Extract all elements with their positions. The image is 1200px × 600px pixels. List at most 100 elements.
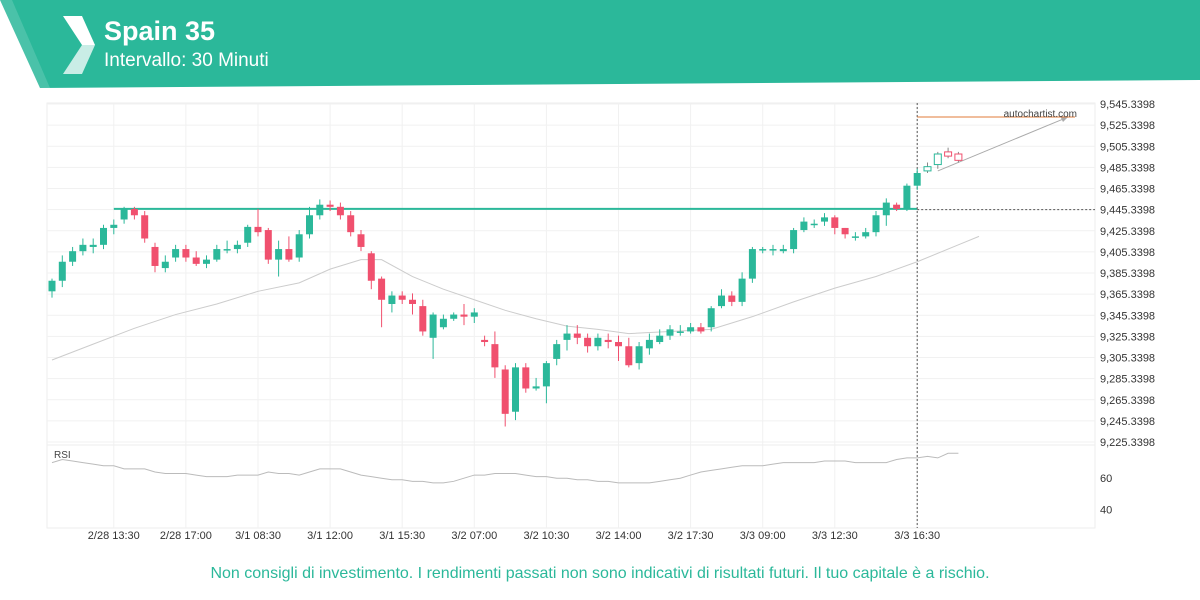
candle-body (501, 369, 509, 414)
candle-body (563, 333, 571, 340)
candle-body (851, 236, 859, 238)
candle-body (821, 217, 828, 222)
candle-body (491, 344, 499, 368)
candle-body (800, 221, 808, 231)
candles-layer (48, 147, 963, 427)
candle-body (831, 217, 839, 228)
y-tick-label: 9,505.3398 (1100, 141, 1155, 153)
candle-body (841, 227, 849, 235)
y-tick-label: 9,285.3398 (1100, 374, 1155, 386)
candle-body (542, 363, 550, 387)
y-tick-label: 9,345.3398 (1100, 310, 1155, 322)
candle-body (759, 249, 767, 251)
candle-body (882, 202, 890, 216)
rsi-line (51, 452, 959, 484)
candle-body (110, 224, 118, 228)
candle-body (439, 318, 447, 328)
candle-body (450, 314, 458, 319)
candle-body (728, 295, 736, 302)
candle-body (223, 249, 231, 251)
candle-body (687, 327, 695, 332)
page-subtitle: Intervallo: 30 Minuti (104, 50, 269, 71)
rsi-tick-label: 40 (1100, 504, 1112, 516)
candle-body (306, 215, 313, 235)
candle-body (893, 204, 901, 209)
candle-body (141, 215, 149, 239)
header-banner-corner (0, 0, 50, 88)
candle-body (357, 234, 365, 247)
y-tick-label: 9,445.3398 (1100, 205, 1155, 217)
header-banner-background (0, 0, 1200, 88)
moving-average-layer (51, 235, 980, 361)
candle-body (58, 261, 66, 281)
candle-body (718, 295, 725, 307)
candle-body (316, 204, 324, 216)
candle-body (254, 226, 262, 233)
page-title: Spain 35 (104, 16, 216, 46)
watermark-text: autochartist.com (1004, 109, 1077, 120)
x-tick-label: 3/2 14:00 (596, 530, 642, 542)
x-axis: 2/28 13:30 2/28 17:00 3/1 08:30 3/1 12:00 3/… (88, 530, 940, 542)
y-tick-label: 9,425.3398 (1100, 226, 1155, 238)
disclaimer-text: Non consigli di investimento. I rendimen… (210, 565, 990, 582)
y-tick-label: 9,225.3398 (1100, 437, 1155, 449)
x-tick-label: 3/1 08:30 (235, 530, 281, 542)
candle-body (615, 342, 622, 347)
candle-body (264, 230, 272, 260)
y-tick-label: 9,365.3398 (1100, 289, 1155, 301)
x-tick-label: 2/28 13:30 (88, 530, 140, 542)
candle-body (769, 249, 777, 251)
y-tick-label: 9,545.3398 (1100, 99, 1155, 111)
candle-body (779, 249, 787, 252)
candle-body (429, 314, 437, 338)
x-tick-label: 3/3 12:30 (812, 530, 858, 542)
candle-body (378, 278, 386, 300)
candle-body (203, 259, 210, 264)
y-tick-label: 9,525.3398 (1100, 120, 1155, 132)
candle-body (790, 230, 798, 250)
candle-body (398, 295, 406, 300)
moving-average-line (51, 235, 980, 361)
candle-body (192, 257, 200, 264)
y-tick-label: 9,265.3398 (1100, 395, 1155, 407)
candle-body (285, 249, 293, 260)
candle-body (738, 278, 746, 302)
candle-body (584, 337, 592, 347)
candle-body (872, 215, 880, 233)
candle-body (656, 335, 664, 343)
candle-body (161, 261, 169, 269)
y-tick-label: 9,325.3398 (1100, 331, 1155, 343)
level-layer (113, 103, 1095, 528)
candle-body (707, 308, 715, 328)
candle-body (532, 386, 540, 389)
header-banner (0, 0, 1200, 88)
candle-body (625, 346, 633, 366)
candle-body (388, 295, 396, 304)
candle-body (470, 312, 478, 317)
candle-body (810, 223, 818, 226)
candle-body (903, 185, 911, 209)
candle-body (244, 226, 252, 243)
x-tick-label: 2/28 17:00 (160, 530, 212, 542)
candle-body (923, 166, 932, 172)
candle-body (645, 339, 653, 349)
candle-body (553, 344, 561, 359)
candle-body (512, 367, 519, 412)
rsi-label: RSI (54, 450, 71, 461)
rsi-tick-label: 60 (1100, 473, 1112, 485)
x-tick-label: 3/3 16:30 (894, 530, 940, 542)
candle-body (89, 244, 97, 247)
rsi-panel: 60 40 (47, 444, 1112, 516)
candle-body (233, 244, 241, 250)
price-chart: 9,545.3398 9,525.3398 9,505.3398 9,485.3398… (46, 99, 1155, 542)
candle-body (347, 215, 355, 233)
candle-body (120, 208, 128, 220)
y-tick-label: 9,385.3398 (1100, 268, 1155, 280)
candle-body (481, 339, 489, 343)
candle-body (172, 249, 180, 258)
candle-body (573, 333, 581, 338)
candle-body (326, 204, 334, 207)
candle-body (48, 280, 56, 292)
candle-body (79, 244, 87, 252)
candle-body (913, 173, 921, 186)
